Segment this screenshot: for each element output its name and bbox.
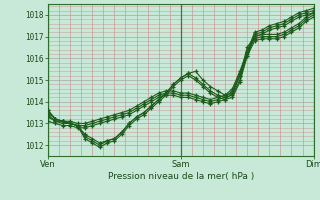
X-axis label: Pression niveau de la mer( hPa ): Pression niveau de la mer( hPa )	[108, 172, 254, 181]
